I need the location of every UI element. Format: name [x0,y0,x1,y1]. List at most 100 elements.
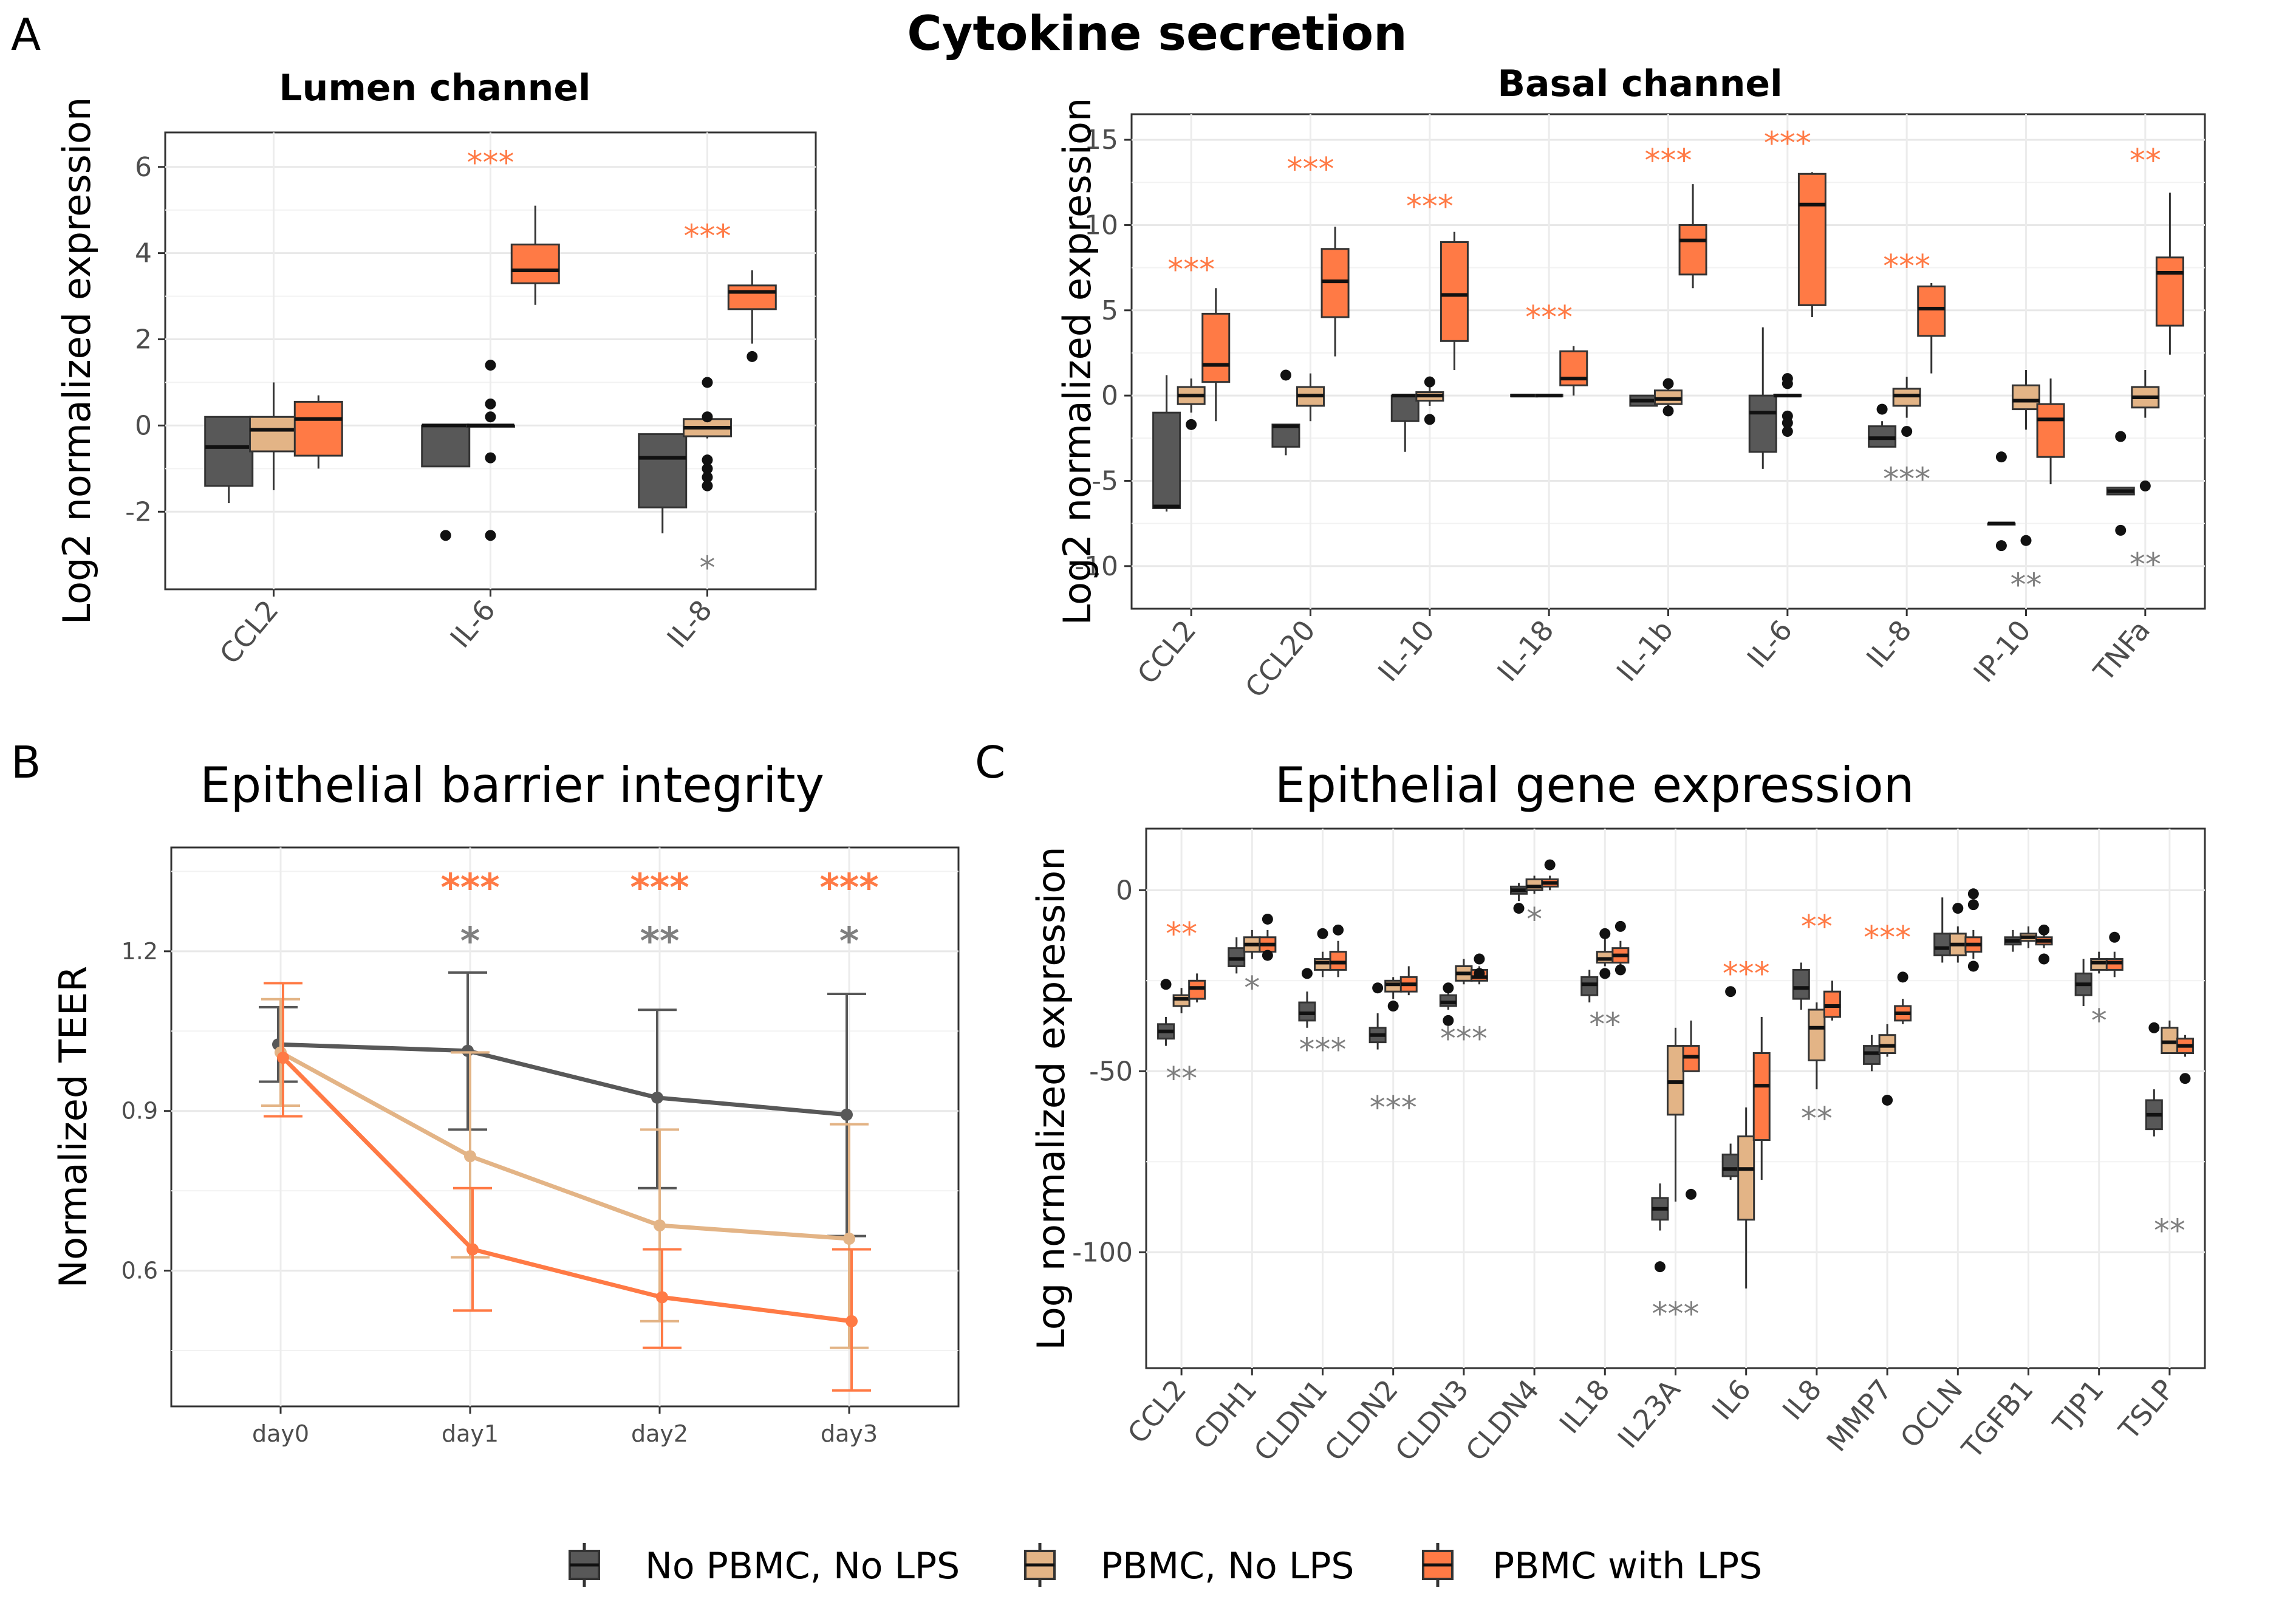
teer-series-line [278,1042,847,1117]
genes-title: Epithelial gene expression [1275,757,1915,813]
basal-significance-mark: ** [2130,547,2161,583]
panel-a-label: A [11,9,41,60]
lumen-box [421,424,471,468]
basal-y-tick-label: -5 [1092,465,1118,496]
genes-outlier-point [1614,964,1626,976]
basal-x-tick-label: IL-8 [1860,614,1918,674]
basal-x-tick-label: IL-10 [1372,614,1441,688]
lumen-outlier-point [702,471,713,483]
genes-outlier-point [2148,1022,2160,1033]
genes-outlier-point [1952,903,1964,914]
genes-outlier-point [1967,899,1979,911]
basal-outlier-point [1424,414,1435,425]
genes-outlier-point [1262,913,1273,925]
genes-outlier-point [1474,953,1485,965]
teer-series-line [281,1056,852,1324]
genes-outlier-point [1544,859,1556,871]
basal-title: Basal channel [1497,63,1782,105]
basal-y-tick-label: -10 [1075,551,1118,582]
basal-significance-mark: *** [1764,126,1811,162]
basal-significance-mark: *** [1406,189,1454,225]
basal-box [1678,224,1707,276]
basal-y-tick-label: 15 [1084,125,1118,156]
genes-significance-mark: ** [1589,1007,1621,1043]
genes-outlier-point [1897,971,1908,983]
genes-significance-mark: * [2091,1003,2107,1039]
basal-significance-mark: *** [1287,151,1334,188]
genes-significance-mark: *** [1299,1032,1347,1069]
lumen-box [727,284,777,310]
basal-outlier-point [1876,403,1888,415]
teer-series-point [843,1233,855,1245]
basal-y-tick-label: 0 [1101,380,1118,411]
lumen-outlier-point [702,463,713,474]
genes-x-tick-label: MMP7 [1820,1373,1898,1457]
basal-outlier-point [1782,417,1793,429]
basal-outlier-point [1995,451,2007,463]
genes-y-tick-label: 0 [1116,875,1133,906]
basal-box [2036,403,2065,458]
genes-box [1737,1135,1755,1221]
lumen-outlier-point [440,530,451,541]
genes-outlier-point [1599,968,1611,979]
basal-outlier-point [1995,540,2007,552]
genes-y-tick-label: -100 [1072,1237,1133,1268]
basal-x-tick-label: CCL20 [1239,614,1322,703]
genes-box [1933,933,1952,957]
legend-key-pbmc-no-lps [1024,1543,1056,1587]
lumen-significance-mark: *** [467,145,514,182]
basal-x-tick-label: IL-6 [1741,614,1799,674]
teer-series-line [279,1050,850,1241]
basal-box [1748,394,1777,453]
legend-label-pbmc-lps: PBMC with LPS [1492,1545,1762,1587]
genes-outlier-point [1372,982,1384,994]
basal-outlier-point [1662,405,1674,417]
basal-box [2012,384,2040,411]
basal-outlier-point [1901,426,1913,437]
lumen-outlier-point [485,530,496,541]
genes-outlier-point [1443,982,1454,994]
lumen-y-tick-label: 6 [135,152,152,183]
lumen-x-tick-label: IL-8 [660,594,719,654]
lumen-outlier-point [702,454,713,466]
basal-box [1201,312,1231,383]
main-title: Cytokine secretion [907,7,1407,61]
basal-significance-mark: ** [2011,567,2042,604]
genes-significance-mark: *** [1864,920,1911,956]
lumen-outlier-point [702,411,713,423]
genes-outlier-point [1654,1261,1666,1273]
genes-outlier-point [1443,1015,1454,1026]
teer-series-point [462,1044,474,1057]
teer-significance-mark: * [460,919,480,963]
genes-y-tick-label: -50 [1089,1056,1133,1087]
basal-x-tick-label: IL-18 [1491,614,1560,688]
lumen-outlier-point [485,360,496,371]
genes-x-tick-label: TJP1 [2046,1373,2110,1440]
genes-outlier-point [1967,888,1979,900]
teer-series-point [841,1108,853,1121]
genes-outlier-point [1474,968,1485,979]
genes-x-tick-label: CLDN1 [1248,1373,1334,1467]
genes-significance-mark: *** [1652,1296,1700,1333]
genes-outlier-point [1317,928,1328,939]
genes-outlier-point [1301,968,1313,979]
teer-significance-mark: *** [630,866,689,910]
lumen-y-tick-label: 4 [135,238,152,269]
genes-outlier-point [2038,953,2050,965]
teer-x-tick-label: day0 [252,1420,309,1447]
genes-box [1808,1008,1826,1061]
basal-box [1917,285,1946,337]
legend-key-no-pbmc [569,1543,600,1587]
genes-outlier-point [2109,931,2120,943]
panel-c-label: C [975,737,1005,788]
lumen-outlier-point [702,480,713,491]
lumen-box [249,416,298,453]
genes-significance-mark: ** [2154,1213,2185,1250]
lumen-box [293,400,343,457]
genes-significance-mark: ** [1166,1061,1197,1097]
basal-significance-mark: *** [1645,143,1692,179]
basal-significance-mark: *** [1525,300,1573,336]
lumen-box [638,433,688,508]
